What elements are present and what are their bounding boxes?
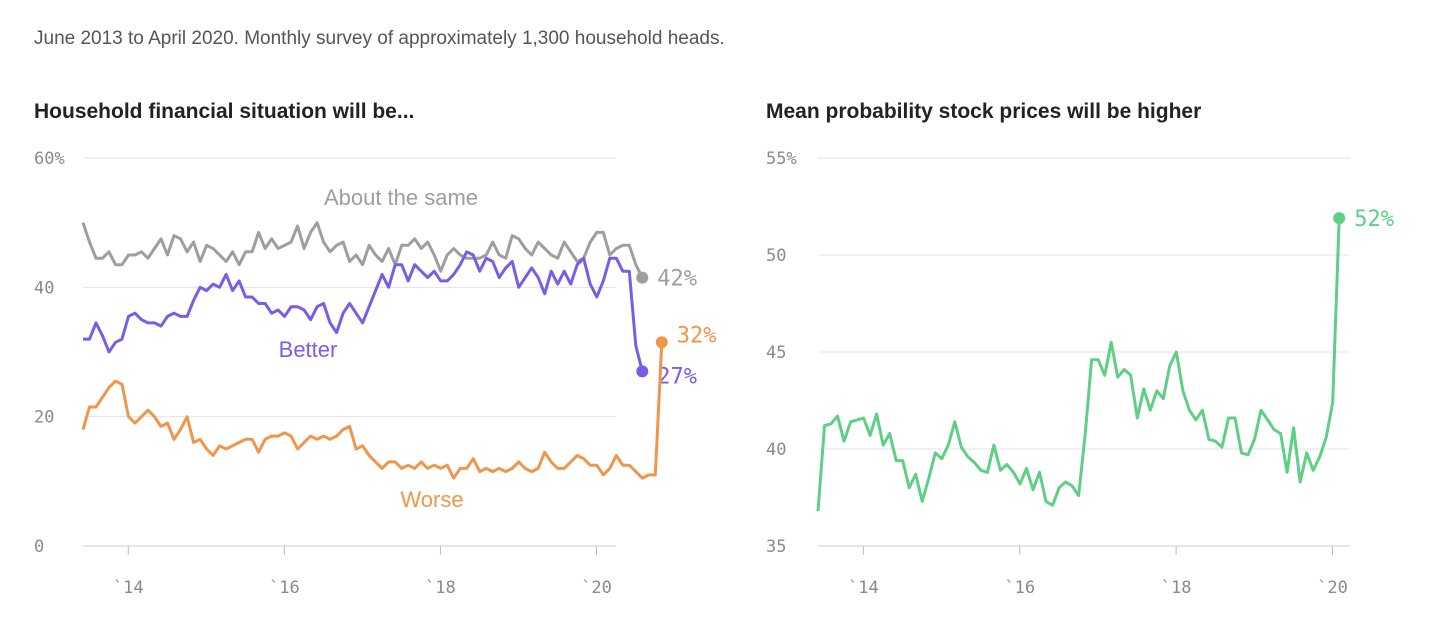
series-line-stocks: [816, 218, 1341, 512]
x-tick-label: `20: [581, 578, 612, 598]
x-tick-label: `18: [425, 578, 456, 598]
x-tick-label: `14: [848, 578, 879, 598]
end-label-worse: 32%: [677, 323, 717, 348]
series-label-better: Better: [279, 337, 338, 362]
y-tick-label: 35: [766, 537, 786, 557]
end-label-better: 27%: [657, 364, 697, 389]
chart-subtitle: June 2013 to April 2020. Monthly survey …: [34, 28, 725, 49]
y-tick-label: 45: [766, 343, 786, 363]
y-tick-label: 20: [34, 408, 54, 428]
end-point-better: [636, 365, 649, 378]
left-chart-title: Household financial situation will be...: [34, 100, 415, 123]
x-tick-label: `14: [113, 578, 144, 598]
x-tick-label: `18: [1161, 578, 1192, 598]
end-point-worse: [655, 336, 668, 349]
right-chart-title: Mean probability stock prices will be hi…: [766, 100, 1202, 123]
x-tick-label: `16: [1004, 578, 1035, 598]
y-tick-label: 0: [34, 537, 44, 557]
y-tick-label: 40: [34, 278, 54, 298]
series-label-about-the-same: About the same: [324, 185, 478, 210]
x-tick-label: `20: [1317, 578, 1348, 598]
series-label-worse: Worse: [400, 487, 463, 512]
end-point-about-the-same: [636, 271, 649, 284]
y-tick-label: 60%: [34, 149, 65, 169]
series-line-about-the-same: [81, 221, 644, 279]
series-line-better: [83, 250, 644, 372]
y-tick-label: 55%: [766, 149, 797, 169]
y-tick-label: 40: [766, 440, 786, 460]
y-tick-label: 50: [766, 246, 786, 266]
end-label-stocks: 52%: [1354, 207, 1394, 232]
series-line-worse: [81, 342, 664, 480]
chart-panel-0: 60% 40 20 0 `14 `16 `18 `20 42% About the same 27%…: [34, 149, 717, 598]
end-label-about-the-same: 42%: [657, 267, 697, 292]
end-point-stocks: [1333, 212, 1346, 225]
chart-panel-1: 55% 50 45 40 35 `14 `16 `18 `20 52%: [766, 149, 1394, 598]
x-tick-label: `16: [269, 578, 300, 598]
